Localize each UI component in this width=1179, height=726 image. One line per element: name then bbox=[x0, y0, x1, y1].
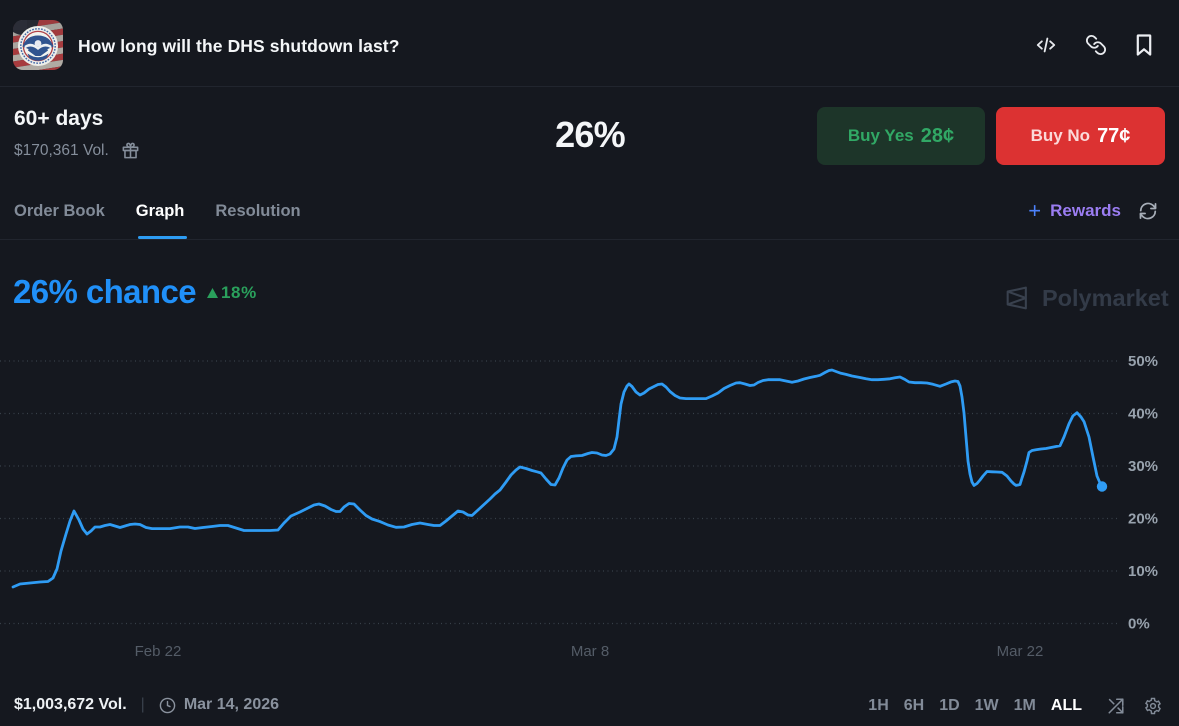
svg-text:50%: 50% bbox=[1128, 353, 1158, 370]
svg-text:10%: 10% bbox=[1128, 563, 1158, 580]
svg-text:0%: 0% bbox=[1128, 616, 1150, 633]
svg-text:40%: 40% bbox=[1128, 406, 1158, 423]
svg-text:Mar 22: Mar 22 bbox=[997, 643, 1044, 660]
svg-text:Mar 8: Mar 8 bbox=[571, 643, 609, 660]
svg-text:20%: 20% bbox=[1128, 511, 1158, 528]
svg-text:30%: 30% bbox=[1128, 458, 1158, 475]
svg-text:Feb 22: Feb 22 bbox=[135, 643, 182, 660]
